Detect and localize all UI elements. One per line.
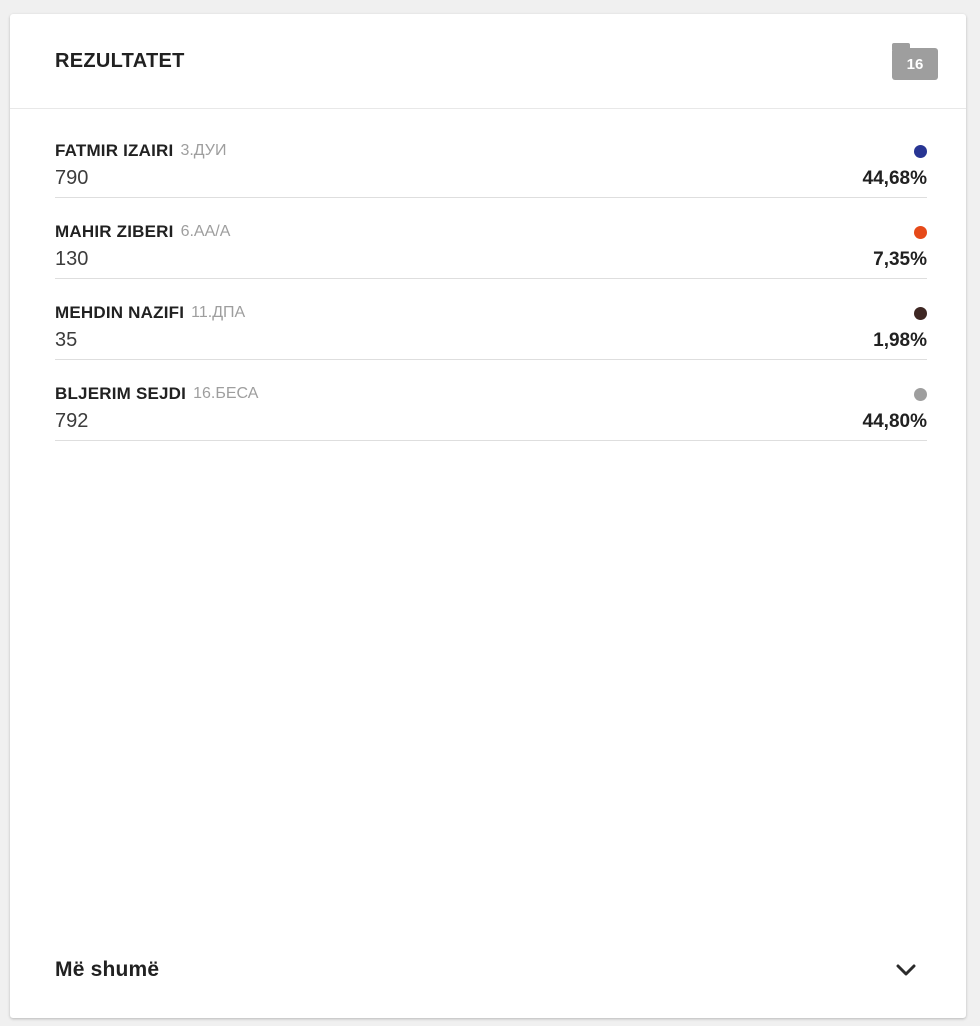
folder-badge-count: 16 — [906, 55, 924, 73]
result-row: MEHDIN NAZIFI 11.ДПА 35 1,98% — [55, 279, 927, 360]
party-color-dot — [914, 144, 927, 158]
party-code: 11.ДПА — [191, 304, 246, 321]
candidate-name: BLJERIM SEJDI — [55, 384, 187, 403]
party-color-dot — [914, 306, 927, 320]
card-header: REZULTATET 16 — [10, 14, 966, 109]
vote-percent: 7,35% — [873, 249, 927, 270]
vote-percent: 44,80% — [862, 411, 927, 432]
candidate-name: MEHDIN NAZIFI — [55, 303, 185, 322]
candidate-name: FATMIR IZAIRI — [55, 141, 174, 160]
result-row: BLJERIM SEJDI 16.БЕСА 792 44,80% — [55, 360, 927, 441]
vote-count: 35 — [55, 329, 78, 351]
candidate-name: MAHIR ZIBERI — [55, 222, 174, 241]
party-color-dot — [914, 225, 927, 239]
result-row: FATMIR IZAIRI 3.ДУИ 790 44,68% — [55, 117, 927, 198]
results-card: REZULTATET 16 FATMIR IZAIRI 3.ДУИ 790 44… — [10, 14, 966, 1018]
chevron-down-icon — [896, 964, 916, 976]
vote-percent: 44,68% — [862, 168, 927, 189]
more-button-label: Më shumë — [55, 958, 160, 981]
party-code: 6.АА/А — [180, 223, 231, 240]
party-code: 3.ДУИ — [180, 142, 227, 159]
more-button[interactable]: Më shumë — [10, 938, 966, 1018]
card-title: REZULTATET — [55, 49, 185, 72]
results-list: FATMIR IZAIRI 3.ДУИ 790 44,68% MAHIR ZIB… — [10, 109, 966, 441]
party-color-dot — [914, 387, 927, 401]
vote-count: 130 — [55, 248, 89, 270]
vote-percent: 1,98% — [873, 330, 927, 351]
party-code: 16.БЕСА — [193, 385, 259, 402]
folder-icon[interactable]: 16 — [892, 43, 938, 80]
vote-count: 790 — [55, 167, 89, 189]
result-row: MAHIR ZIBERI 6.АА/А 130 7,35% — [55, 198, 927, 279]
vote-count: 792 — [55, 410, 89, 432]
